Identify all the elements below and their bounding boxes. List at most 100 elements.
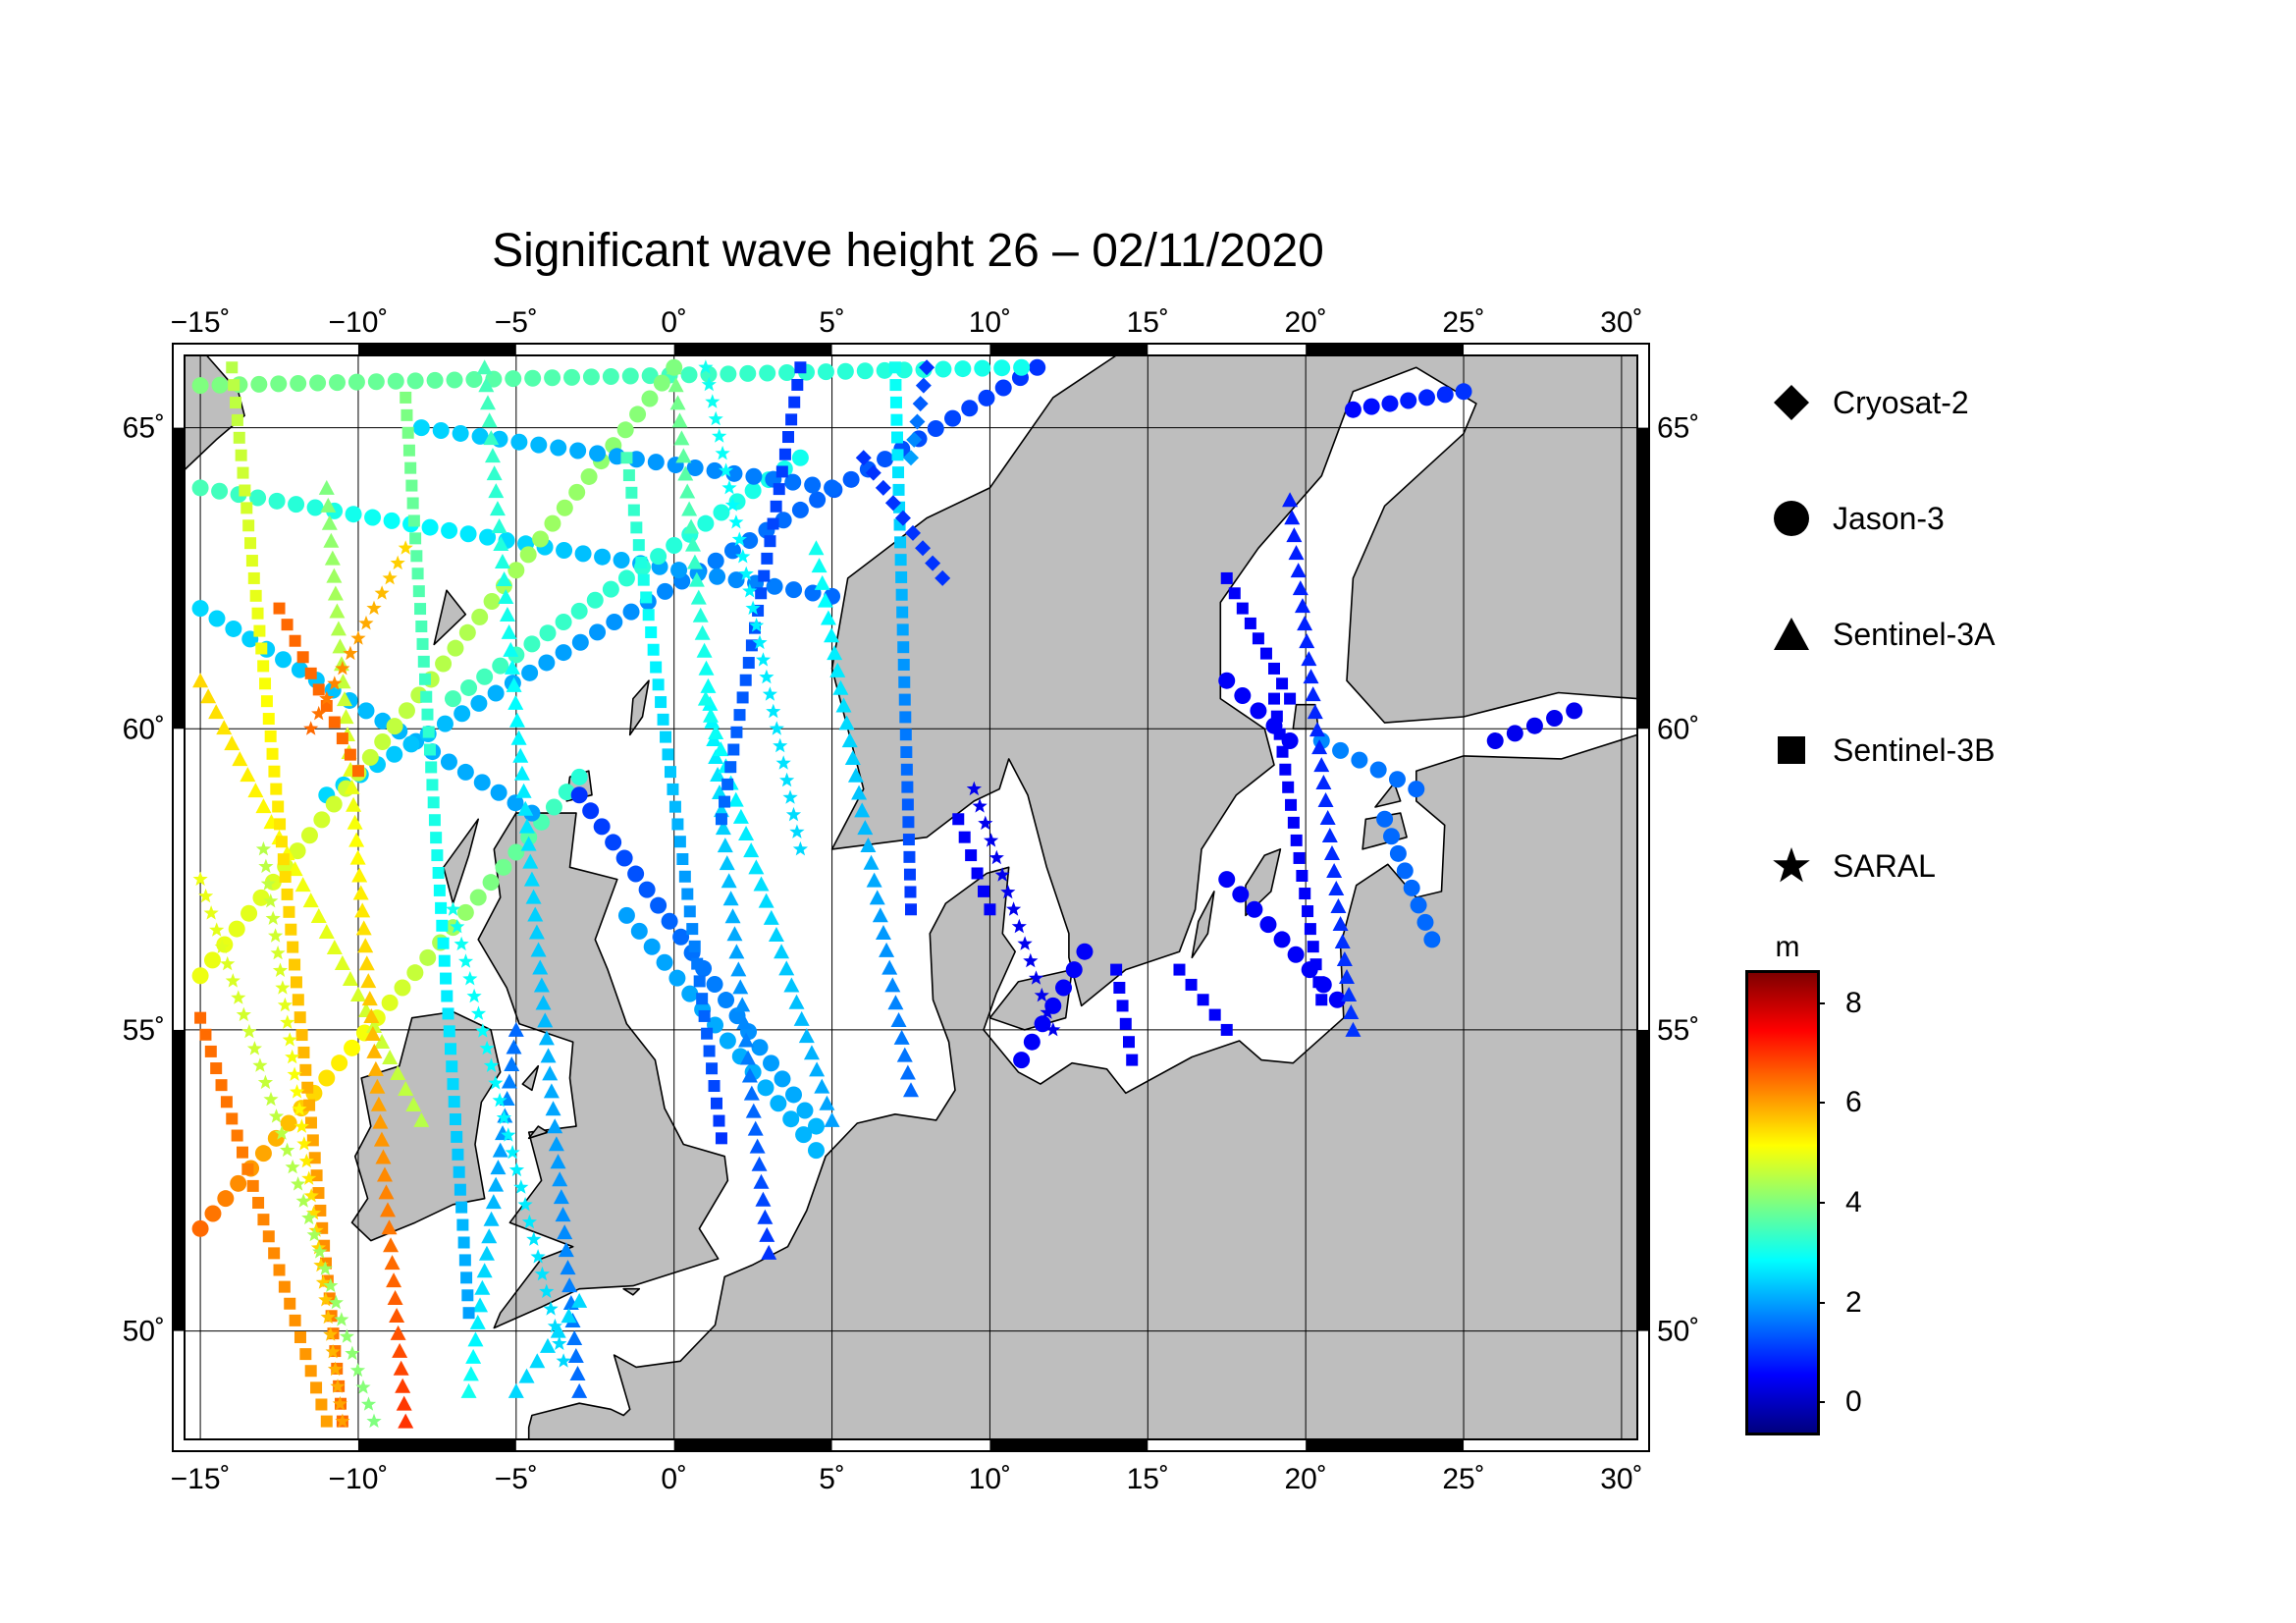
- sentinel-3a-point: [472, 1297, 489, 1313]
- lon-tick-label-bottom: 15˚: [1127, 1463, 1169, 1495]
- sentinel-3a-point: [869, 890, 885, 905]
- sentinel-3a-point: [694, 624, 711, 640]
- sentinel-3a-point: [759, 1226, 775, 1242]
- sentinel-3b-point: [713, 1114, 725, 1127]
- sentinel-3a-point: [255, 798, 272, 814]
- sentinel-3a-point: [715, 820, 731, 836]
- sentinel-3a-point: [893, 1029, 910, 1045]
- jason-3-point: [555, 614, 572, 631]
- jason-3-point: [191, 600, 209, 618]
- sentinel-3a-point: [745, 1103, 762, 1118]
- star-icon: [1773, 847, 1810, 883]
- sentinel-3b-point: [275, 836, 288, 848]
- legend-label: Jason-3: [1833, 500, 1945, 536]
- sentinel-3a-point: [884, 977, 901, 993]
- jason-3-point: [1525, 717, 1543, 734]
- sentinel-3a-point: [351, 867, 368, 883]
- jason-3-point: [1332, 741, 1350, 759]
- sentinel-3a-point: [887, 995, 904, 1010]
- sentinel-3a-point: [232, 751, 248, 767]
- jason-3-point: [398, 702, 415, 720]
- colorbar-tick-label: 8: [1845, 986, 1862, 1019]
- jason-3-point: [300, 827, 318, 844]
- sentinel-3b-point: [736, 691, 749, 704]
- sentinel-3b-point: [257, 660, 270, 673]
- sentinel-3a-point: [758, 893, 774, 908]
- sentinel-3a-point: [517, 800, 534, 816]
- jason-3-point: [1416, 913, 1434, 931]
- jason-3-point: [824, 479, 841, 497]
- saral-point: [769, 721, 784, 735]
- saral-point: [556, 1353, 571, 1368]
- jason-3-point: [993, 359, 1011, 377]
- saral-point: [698, 359, 714, 374]
- saral-point: [335, 660, 350, 676]
- lat-tick-label-left: 65˚: [123, 412, 165, 445]
- colorbar-tick-label: 0: [1845, 1385, 1862, 1419]
- sentinel-3a-point: [372, 1113, 389, 1129]
- saral-point: [721, 479, 737, 495]
- sentinel-3b-point: [415, 621, 428, 632]
- jason-3-point: [569, 442, 587, 460]
- jason-3-point: [627, 865, 645, 883]
- sentinel-3b-point: [1119, 1017, 1132, 1030]
- sentinel-3b-point: [637, 573, 650, 586]
- sentinel-3a-point: [1307, 704, 1323, 720]
- sentinel-3a-point: [327, 585, 344, 601]
- sentinel-3b-point: [892, 483, 905, 496]
- frame-segment: [1306, 1439, 1465, 1451]
- jason-3-point: [268, 492, 286, 510]
- sentinel-3b-point: [971, 867, 984, 880]
- sentinel-3b-point: [253, 624, 266, 637]
- sentinel-3a-point: [571, 1292, 588, 1308]
- sentinel-3b-point: [1208, 1008, 1221, 1021]
- cryosat-2-point: [925, 555, 941, 571]
- saral-point: [332, 1395, 347, 1411]
- saral-point: [285, 1159, 300, 1174]
- sentinel-3b-point: [703, 1045, 716, 1057]
- sentinel-3b-point: [281, 888, 294, 900]
- saral-point: [275, 980, 291, 995]
- sentinel-3b-point: [437, 937, 450, 949]
- colorbar-tick-label: 2: [1845, 1285, 1862, 1319]
- sentinel-3a-point: [814, 574, 830, 590]
- diamond-icon: [1774, 385, 1809, 420]
- jason-3-point: [483, 593, 501, 611]
- sentinel-3b-point: [901, 798, 914, 811]
- jason-3-point: [1400, 392, 1417, 409]
- sentinel-3a-point: [736, 1014, 753, 1030]
- saral-point: [277, 997, 293, 1012]
- saral-point: [349, 1362, 366, 1378]
- jason-3-point: [1281, 732, 1299, 750]
- cryosat-2-point: [915, 540, 932, 557]
- sentinel-3b-point: [449, 1112, 461, 1125]
- sentinel-3b-point: [1220, 571, 1233, 584]
- sentinel-3b-point: [306, 1134, 319, 1147]
- sentinel-3a-point: [738, 1032, 755, 1048]
- sentinel-3a-point: [866, 872, 882, 888]
- land-isle-of-wight: [622, 1287, 641, 1296]
- jason-3-point: [1250, 702, 1267, 720]
- sentinel-3b-point: [402, 444, 415, 457]
- sentinel-3b-point: [304, 1365, 317, 1378]
- sentinel-3b-point: [246, 1179, 259, 1192]
- sentinel-3b-point: [791, 378, 804, 391]
- sentinel-3b-point: [664, 766, 676, 779]
- saral-point: [343, 645, 358, 661]
- saral-point: [220, 955, 236, 971]
- frame-segment: [357, 344, 516, 355]
- lon-tick-label-bottom: 20˚: [1284, 1463, 1326, 1495]
- jason-3-point: [582, 802, 600, 820]
- sentinel-3b-point: [1273, 728, 1286, 740]
- saral-point: [513, 1179, 529, 1194]
- jason-3-point: [647, 454, 665, 471]
- sentinel-3a-point: [560, 1260, 576, 1275]
- jason-3-point: [876, 361, 893, 379]
- sentinel-3a-point: [755, 1191, 772, 1207]
- saral-point: [263, 1091, 279, 1107]
- lon-tick-label-top: 0˚: [661, 306, 687, 339]
- sentinel-3a-point: [713, 741, 729, 757]
- sentinel-3b-point: [266, 747, 279, 760]
- colorbar-tick-mark: [1817, 1102, 1825, 1105]
- map-border: [184, 354, 1638, 1440]
